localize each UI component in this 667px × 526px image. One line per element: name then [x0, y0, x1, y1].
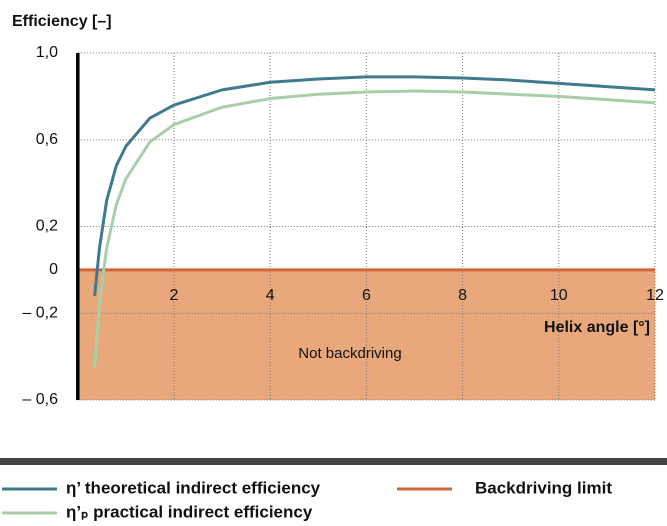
- y-tick-label: 0: [49, 261, 58, 278]
- x-tick-label: 12: [646, 287, 664, 304]
- annotation: Not backdriving: [298, 345, 401, 362]
- x-tick-label: 4: [266, 287, 275, 304]
- y-tick-label: 0,6: [36, 131, 58, 148]
- x-tick-label: 8: [458, 287, 467, 304]
- legend-label: η’ₚ practical indirect efficiency: [66, 502, 313, 521]
- y-tick-label: 0,2: [36, 218, 58, 235]
- series-line: [93, 75, 656, 297]
- series-line: [93, 89, 656, 368]
- y-axis-label: Efficiency [–]: [12, 13, 112, 30]
- x-axis-label: Helix angle [°]: [544, 319, 650, 336]
- y-tick-label: 1,0: [36, 44, 58, 61]
- x-tick-label: 2: [170, 287, 179, 304]
- legend-label: Backdriving limit: [475, 478, 612, 497]
- y-tick-label: – 0,2: [22, 304, 58, 321]
- y-tick-label: – 0,6: [22, 391, 58, 408]
- x-tick-label: 10: [550, 287, 568, 304]
- legend-label: η’ theoretical indirect efficiency: [66, 478, 321, 497]
- backdriving-region: [77, 269, 656, 400]
- x-tick-label: 6: [362, 287, 371, 304]
- legend-divider: [0, 458, 667, 465]
